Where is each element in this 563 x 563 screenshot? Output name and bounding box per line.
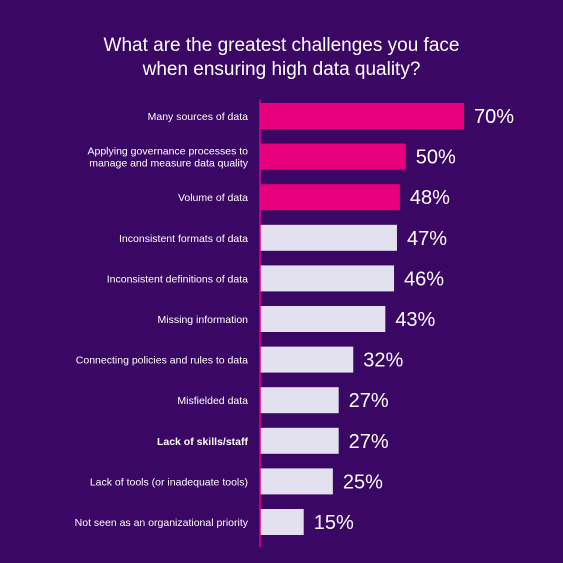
value-label: 47% (407, 228, 447, 250)
category-label: Not seen as an organizational priority (75, 517, 249, 529)
category-label: Many sources of data (148, 111, 249, 123)
category-label: Lack of skills/staff (157, 436, 249, 448)
bar (260, 509, 304, 535)
bar (260, 184, 400, 211)
value-label: 27% (349, 390, 389, 412)
category-label: Missing information (158, 314, 249, 326)
bar (260, 224, 397, 251)
chart-title: What are the greatest challenges you fac… (0, 34, 563, 82)
value-label: 70% (474, 106, 514, 128)
category-label: Misfielded data (177, 395, 248, 407)
value-label: 32% (363, 350, 403, 372)
bar (260, 265, 395, 292)
category-label: Lack of tools (or inadequate tools) (90, 476, 248, 488)
value-label: 25% (343, 471, 383, 493)
value-label: 48% (410, 187, 450, 209)
category-label: Connecting policies and rules to data (76, 355, 248, 367)
bar (260, 427, 339, 454)
category-label: Volume of data (178, 192, 248, 204)
category-label: Applying governance processes to (87, 146, 248, 158)
bar (260, 306, 386, 332)
category-label: Inconsistent formats of data (119, 233, 248, 245)
bar (260, 143, 406, 170)
chart-title-line-2: when ensuring high data quality? (142, 59, 421, 80)
value-label: 27% (349, 431, 389, 453)
value-label: 46% (404, 268, 444, 290)
bar (260, 346, 354, 373)
value-label: 43% (395, 309, 435, 331)
chart-title-line-1: What are the greatest challenges you fac… (103, 35, 460, 56)
bar (260, 103, 464, 129)
bar (260, 387, 339, 414)
value-label: 15% (314, 512, 354, 534)
bar (260, 468, 333, 495)
category-label: Inconsistent definitions of data (107, 273, 248, 285)
category-label: manage and measure data quality (89, 158, 249, 170)
value-label: 50% (416, 147, 456, 169)
